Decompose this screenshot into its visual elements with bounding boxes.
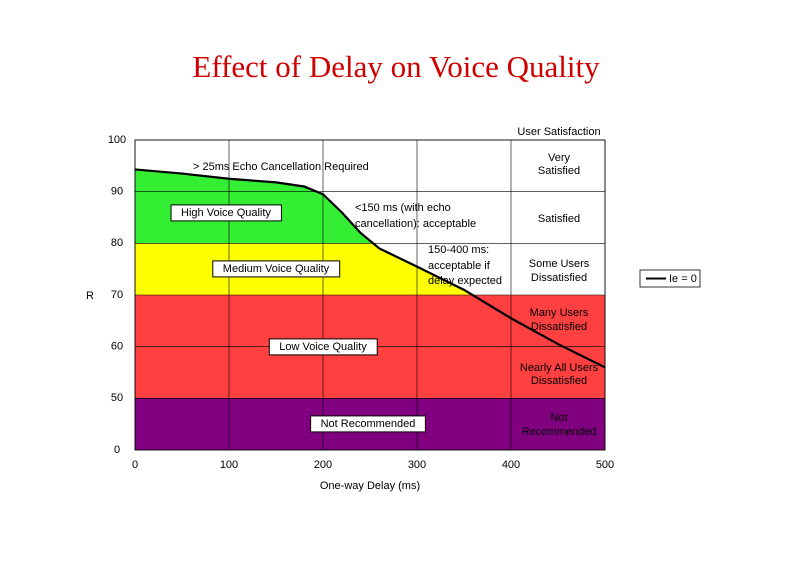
chart-title: Effect of Delay on Voice Quality bbox=[192, 49, 600, 84]
annotation: acceptable if bbox=[428, 260, 491, 272]
legend-box bbox=[639, 269, 701, 288]
y-tick-label: 100 bbox=[108, 134, 126, 146]
satisfaction-label: Some Users bbox=[529, 258, 590, 270]
satisfaction-label: Dissatisfied bbox=[531, 272, 587, 284]
quality-label-box bbox=[310, 415, 426, 433]
annotation: > 25ms Echo Cancellation Required bbox=[193, 161, 369, 173]
satisfaction-label: Satisfied bbox=[538, 165, 580, 177]
y-tick-label: 60 bbox=[111, 341, 123, 353]
satisfaction-label: Recommended bbox=[522, 426, 597, 438]
quality-label: High Voice Quality bbox=[181, 207, 271, 219]
plot-frame bbox=[134, 139, 606, 451]
quality-label-box bbox=[212, 260, 341, 278]
x-tick-label: 0 bbox=[132, 459, 138, 471]
quality-label: Low Voice Quality bbox=[279, 341, 367, 353]
satisfaction-label: Dissatisfied bbox=[531, 321, 587, 333]
x-tick-label: 500 bbox=[596, 459, 614, 471]
annotation: <150 ms (with echo bbox=[355, 202, 451, 214]
y-axis-label: R bbox=[86, 290, 94, 302]
y-tick-label: 0 bbox=[114, 444, 120, 456]
satisfaction-label: Nearly All Users bbox=[520, 362, 599, 374]
annotation: cancellation): acceptable bbox=[355, 218, 476, 230]
x-tick-label: 100 bbox=[220, 459, 238, 471]
y-tick-label: 70 bbox=[111, 289, 123, 301]
legend-label: Ie = 0 bbox=[669, 273, 697, 285]
y-tick-label: 90 bbox=[111, 186, 123, 198]
x-axis-label: One-way Delay (ms) bbox=[320, 480, 420, 492]
satisfaction-label: Dissatisfied bbox=[531, 375, 587, 387]
quality-label-box bbox=[170, 204, 282, 222]
annotation: 150-400 ms: bbox=[428, 244, 489, 256]
satisfaction-label: Very bbox=[548, 152, 571, 164]
x-tick-label: 200 bbox=[314, 459, 332, 471]
quality-label-box bbox=[268, 338, 378, 356]
satisfaction-label: Many Users bbox=[530, 307, 589, 319]
quality-label: Medium Voice Quality bbox=[223, 263, 330, 275]
x-tick-label: 300 bbox=[408, 459, 426, 471]
data-line bbox=[134, 168, 606, 369]
satisfaction-title: User Satisfaction bbox=[517, 126, 600, 138]
x-tick-label: 400 bbox=[502, 459, 520, 471]
satisfaction-label: Satisfied bbox=[538, 213, 580, 225]
y-tick-label: 80 bbox=[111, 237, 123, 249]
y-tick-label: 50 bbox=[111, 392, 123, 404]
annotation: delay expected bbox=[428, 275, 502, 287]
satisfaction-label: Not bbox=[550, 412, 567, 424]
quality-label: Not Recommended bbox=[321, 418, 416, 430]
